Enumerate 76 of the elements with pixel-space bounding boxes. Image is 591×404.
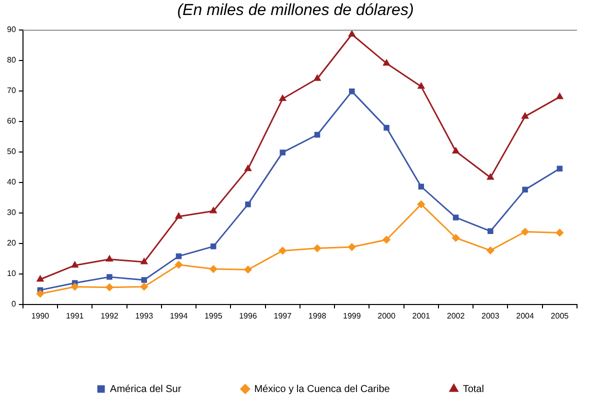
point	[556, 93, 564, 100]
point	[348, 243, 356, 251]
x-tick-label: 1998	[308, 311, 327, 320]
y-tick-label: 10	[6, 269, 16, 278]
point	[349, 88, 355, 94]
point	[452, 234, 460, 242]
point	[141, 277, 147, 283]
point	[36, 290, 44, 298]
point	[452, 147, 460, 154]
point	[522, 112, 528, 119]
point	[488, 228, 494, 234]
point	[452, 214, 459, 220]
x-tick-label: 2000	[378, 311, 396, 320]
point	[556, 166, 563, 172]
x-tick-label: 1993	[135, 311, 154, 320]
y-tick-label: 30	[6, 208, 16, 218]
y-tick-label: 50	[6, 147, 16, 156]
point	[36, 276, 44, 282]
point	[210, 244, 216, 250]
y-tick-label: 70	[6, 86, 16, 96]
chart-title: (En miles de millones de dólares)	[176, 1, 415, 21]
x-tick-label: 2003	[482, 311, 500, 320]
x-tick-label: 2001	[412, 311, 431, 320]
point	[244, 266, 252, 274]
point	[418, 82, 425, 89]
point	[175, 212, 182, 219]
point	[556, 228, 564, 236]
point	[244, 165, 252, 172]
point	[106, 274, 112, 280]
point	[314, 244, 322, 252]
x-tick-label: 1995	[204, 311, 223, 320]
point	[486, 246, 494, 254]
point	[314, 74, 321, 81]
point	[245, 201, 251, 208]
point	[278, 246, 286, 254]
point	[210, 207, 217, 214]
y-tick-label: 0	[11, 300, 16, 309]
point	[522, 186, 528, 193]
point	[106, 255, 113, 262]
y-tick-label: 40	[6, 178, 16, 187]
y-tick-label: 90	[6, 25, 16, 34]
x-tick-label: 1992	[100, 311, 119, 320]
point	[382, 236, 390, 244]
x-tick-label: 1994	[170, 311, 188, 320]
point	[314, 132, 320, 138]
y-tick-label: 20	[6, 238, 16, 248]
x-tick-label: 1999	[343, 311, 362, 320]
point	[71, 282, 79, 290]
legend-label: Total	[462, 384, 484, 395]
x-tick-label: 1991	[66, 311, 84, 320]
point	[280, 150, 286, 156]
point	[521, 228, 529, 236]
point	[140, 258, 148, 264]
point	[279, 95, 286, 102]
point	[106, 284, 114, 292]
point	[348, 30, 356, 37]
point	[140, 282, 148, 290]
point	[176, 253, 182, 260]
x-tick-label: 1997	[274, 311, 292, 320]
point	[487, 174, 494, 180]
x-tick-label: 2005	[550, 311, 570, 320]
x-tick-label: 1990	[31, 311, 50, 320]
x-tick-label: 2002	[446, 311, 466, 320]
x-tick-label: 2004	[516, 311, 534, 320]
x-tick-label: 1996	[239, 311, 258, 320]
point	[384, 124, 390, 131]
point	[383, 60, 390, 66]
point	[417, 200, 425, 208]
y-tick-label: 60	[6, 116, 16, 126]
point	[210, 265, 218, 273]
point	[418, 184, 424, 190]
y-tick-label: 80	[6, 56, 16, 65]
point	[174, 260, 182, 268]
legend-label: América del Sur	[110, 384, 182, 395]
legend-label: México y la Cuenca del Caribe	[254, 384, 390, 395]
point	[72, 262, 78, 268]
